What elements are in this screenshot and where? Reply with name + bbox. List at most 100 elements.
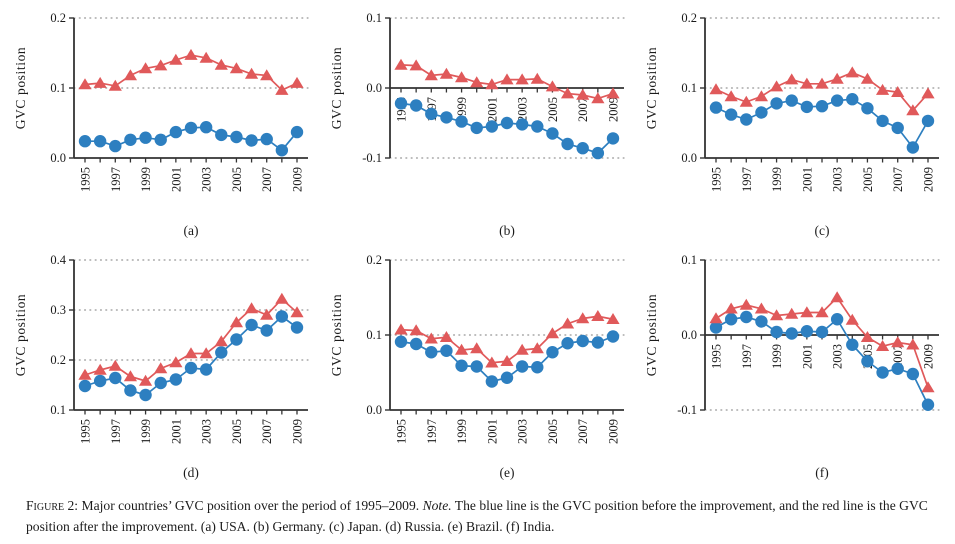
circle-marker [545, 127, 559, 140]
triangle-marker [154, 59, 168, 71]
triangle-marker [229, 316, 244, 328]
x-tick-label: 1997 [740, 167, 754, 192]
triangle-marker [424, 69, 438, 81]
y-axis-title: GVC position [13, 47, 28, 130]
chart-panel-f-india: -0.10.00.1199519971999200120032005200720… [639, 244, 954, 486]
x-tick-label: 1995 [79, 419, 93, 444]
circle-marker [922, 114, 935, 128]
circle-marker [876, 366, 890, 379]
circle-marker [485, 375, 498, 388]
circle-marker [93, 135, 107, 148]
y-tick-label: 0.1 [366, 328, 382, 342]
x-tick-label: 1999 [455, 419, 469, 444]
circle-marker [139, 388, 152, 402]
x-tick-label: 2001 [485, 419, 499, 444]
circle-marker [78, 135, 92, 148]
series-blue-before [710, 310, 935, 411]
x-tick-label: 2003 [200, 167, 214, 192]
caption-body: Major countries’ GVC position over the p… [81, 498, 420, 513]
x-tick-label: 2007 [260, 419, 274, 444]
triangle-marker [545, 80, 559, 92]
charts-grid: 0.0 0.1 0.2 1995 1997 1999 2001 2003 2005 2007 200… [8, 2, 954, 486]
triangle-marker [606, 313, 620, 325]
caption-note-body: The blue line is the GVC position before… [26, 498, 928, 534]
triangle-marker [108, 79, 122, 91]
y-axis: 0.0 0.1 0.2 [682, 11, 707, 165]
panel-label: (a) [184, 223, 199, 238]
triangle-marker [484, 356, 499, 368]
triangle-marker [545, 327, 559, 339]
circle-marker [93, 374, 107, 388]
triangle-marker [740, 95, 754, 107]
triangle-marker [906, 104, 920, 116]
circle-marker [876, 114, 890, 128]
x-tick-label: 1999 [139, 419, 153, 444]
circle-marker [394, 97, 407, 110]
triangle-marker [275, 292, 289, 304]
circle-marker [591, 336, 604, 349]
triangle-marker [590, 92, 605, 104]
circle-marker [424, 346, 438, 359]
triangle-marker [846, 66, 860, 78]
y-tick-label: 0.1 [50, 81, 66, 95]
triangle-marker [439, 67, 453, 79]
y-axis-title: GVC position [329, 47, 344, 130]
circle-marker [561, 137, 574, 151]
triangle-marker [709, 312, 723, 324]
circle-marker [184, 361, 198, 375]
x-tick-label: 2007 [260, 167, 274, 192]
gridlines [73, 17, 309, 89]
triangle-marker [154, 362, 168, 374]
x-tick-label: 2007 [576, 419, 590, 444]
circle-marker [906, 141, 920, 154]
caption-panel-list: (a) USA. (b) Germany. (c) Japan. (d) Rus… [200, 518, 555, 534]
gridlines [704, 17, 940, 89]
circle-marker [439, 111, 453, 124]
x-tick-label: 2009 [606, 97, 620, 122]
y-tick-label: 0.0 [682, 151, 698, 165]
y-axis: 0.0 0.1 0.2 [366, 253, 391, 417]
series-blue-before [394, 330, 619, 388]
triangle-marker [846, 313, 860, 325]
circle-marker [755, 315, 768, 328]
triangle-marker [575, 312, 589, 324]
triangle-marker [229, 62, 244, 74]
figure-caption: Figure 2: Major countries’ GVC position … [26, 496, 933, 537]
triangle-marker [214, 335, 228, 347]
triangle-marker [93, 363, 107, 375]
circle-marker [78, 379, 92, 393]
x-tick-label: 2009 [606, 419, 620, 444]
chart-svg-russia: 0.1 0.2 0.3 0.4 1995 1997 1999 2001 2003 2005 2007… [13, 253, 309, 480]
circle-marker [470, 121, 483, 135]
chart-panel-d-russia: 0.1 0.2 0.3 0.4 1995 1997 1999 2001 2003 2005 2007… [8, 244, 323, 486]
y-tick-label: 0.1 [366, 11, 382, 25]
triangle-marker [530, 72, 544, 84]
triangle-marker [394, 58, 408, 70]
chart-panel-a-usa: 0.0 0.1 0.2 1995 1997 1999 2001 2003 2005 2007 200… [8, 2, 323, 244]
x-tick-label: 1997 [424, 419, 438, 444]
x-tick-label: 1995 [710, 167, 724, 192]
gridlines [704, 259, 940, 411]
triangle-marker [199, 51, 213, 63]
triangle-marker [169, 356, 183, 368]
circle-marker [199, 363, 213, 376]
y-axis: -0.1 0.0 0.1 [678, 253, 707, 417]
series-red-after [78, 48, 304, 95]
triangle-marker [138, 374, 153, 386]
circle-marker [245, 134, 258, 147]
y-tick-label: 0.0 [682, 328, 698, 342]
x-tick-label: 2007 [576, 97, 590, 122]
circle-marker [785, 94, 799, 107]
circle-marker [576, 142, 589, 155]
y-tick-label: 0.0 [50, 151, 66, 165]
y-tick-label: 0.4 [50, 253, 66, 267]
panel-label: (c) [815, 223, 830, 238]
circle-marker [124, 133, 137, 146]
y-tick-label: -0.1 [362, 151, 382, 165]
circle-marker [755, 106, 768, 119]
x-tick-label: 2001 [801, 167, 815, 192]
circle-marker [245, 318, 258, 332]
circle-marker [545, 346, 559, 359]
